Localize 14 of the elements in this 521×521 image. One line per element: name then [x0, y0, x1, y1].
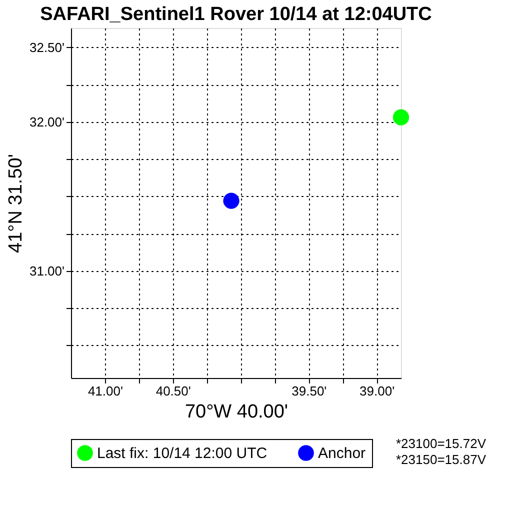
x-tick-label: 39.00'	[360, 384, 395, 398]
chart-title: SAFARI_Sentinel1 Rover 10/14 at 12:04UTC	[40, 4, 432, 25]
legend-label: Anchor	[318, 445, 366, 462]
x-tick-label: 39.50'	[292, 384, 327, 398]
y-tick-label: 32.50'	[29, 40, 64, 55]
text: *23100=15.72V	[396, 436, 486, 451]
text: *23150=15.87V	[396, 452, 486, 467]
y-tick-label: 31.00'	[29, 263, 64, 278]
x-axis-title: 70°W 40.00'	[184, 402, 288, 422]
y-tick-label: 32.00'	[29, 114, 64, 130]
y-axis-title: 41°N 31.50'	[5, 154, 26, 253]
legend-label: Last fix: 10/14 12:00 UTC	[97, 445, 268, 462]
x-tick-label: 41.00'	[88, 384, 123, 398]
x-tick-label: 40.50'	[156, 384, 191, 398]
